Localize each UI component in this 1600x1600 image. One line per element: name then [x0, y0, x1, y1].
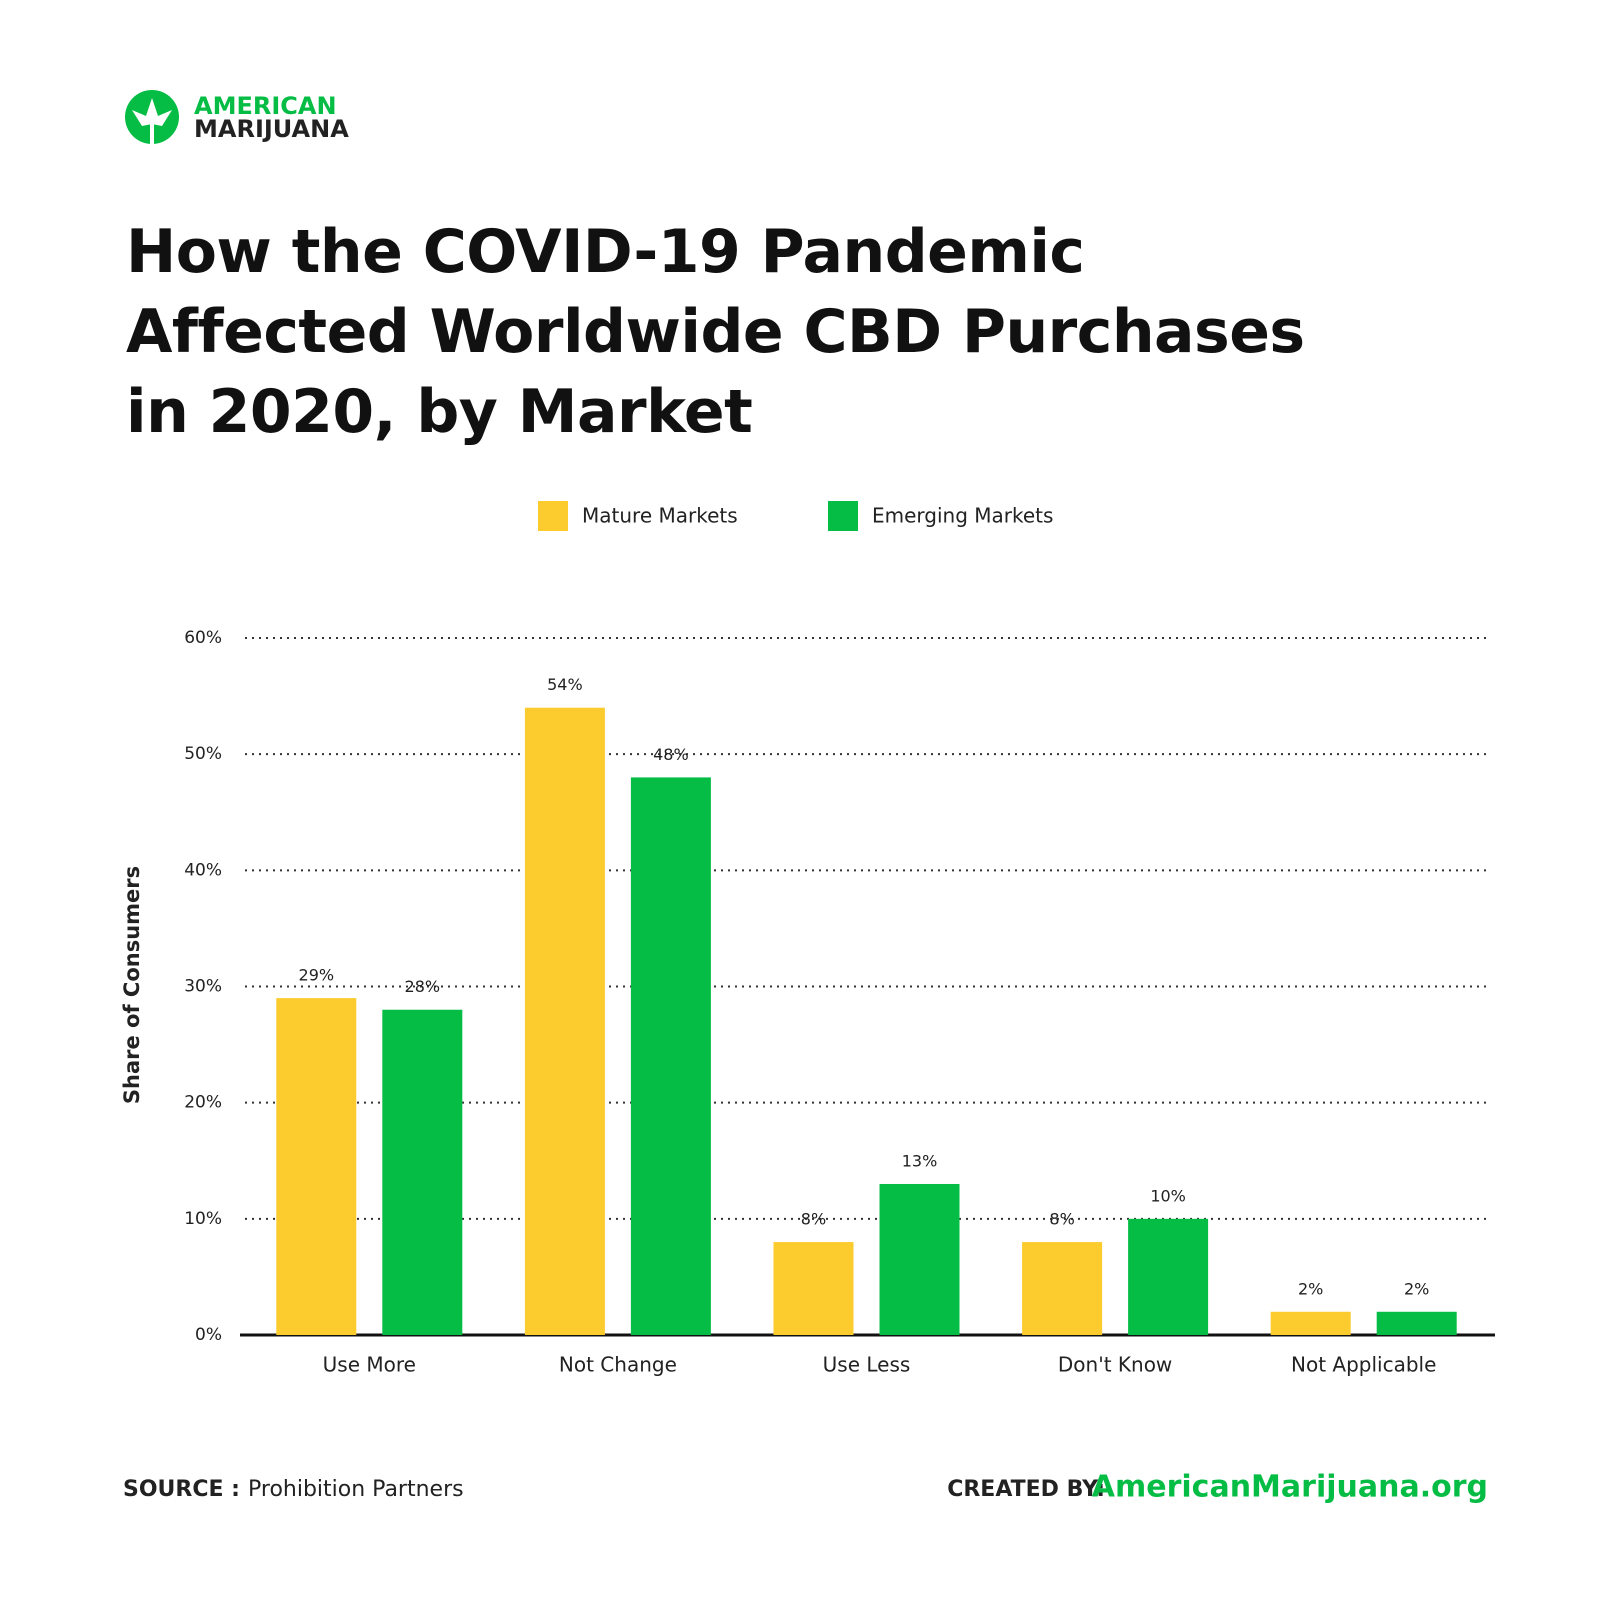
- bar: [382, 1009, 463, 1335]
- legend-swatch: [538, 501, 568, 531]
- value-label: 48%: [653, 745, 689, 764]
- bar: [879, 1183, 960, 1335]
- logo: AMERICAN MARIJUANA: [125, 90, 349, 144]
- value-label: 28%: [405, 977, 441, 996]
- bar: [630, 777, 711, 1335]
- source: Prohibition Partners: [248, 1477, 464, 1502]
- value-label: 29%: [299, 966, 335, 985]
- logo-line1: AMERICAN: [194, 92, 337, 120]
- value-label: 8%: [801, 1210, 826, 1229]
- source-label: SOURCE :: [123, 1477, 240, 1502]
- x-tick-label: Don't Know: [1058, 1353, 1172, 1377]
- plot: 0% 10% 20% 30% 40% 50% 60% Mature Markets Emergi…: [184, 501, 1495, 1377]
- bar: [276, 998, 357, 1335]
- y-tick-label: 0%: [195, 1325, 222, 1345]
- value-label: 13%: [902, 1151, 938, 1170]
- value-label: 2%: [1298, 1279, 1323, 1298]
- bar: [1376, 1311, 1457, 1335]
- y-tick-label: 20%: [184, 1093, 222, 1113]
- value-label: 54%: [547, 675, 583, 694]
- y-tick-label: 50%: [184, 744, 222, 764]
- y-tick-label: 40%: [184, 860, 222, 880]
- value-label: 8%: [1049, 1210, 1074, 1229]
- legend-label: Mature Markets: [582, 504, 738, 528]
- y-tick-label: 10%: [184, 1209, 222, 1229]
- x-tick-label: Not Change: [559, 1353, 677, 1377]
- value-label: 10%: [1150, 1186, 1186, 1205]
- credit-label: CREATED BY:: [947, 1477, 1105, 1502]
- value-label: 2%: [1404, 1279, 1429, 1298]
- x-tick-label: Use More: [323, 1353, 416, 1377]
- legend-label: Emerging Markets: [872, 504, 1053, 528]
- logo-leaf: [132, 98, 172, 126]
- y-tick-label: 60%: [184, 628, 222, 648]
- y-axis-label: Share of Consumers: [120, 866, 144, 1104]
- bar: [1128, 1218, 1209, 1335]
- bar: [524, 707, 605, 1335]
- legend-swatch: [828, 501, 858, 531]
- chart-title: How the COVID-19 Pandemic Affected World…: [126, 217, 1305, 447]
- logo-line2: MARIJUANA: [194, 115, 349, 143]
- credit: AmericanMarijuana.org: [1092, 1470, 1488, 1505]
- x-tick-label: Use Less: [823, 1353, 911, 1377]
- y-tick-label: 30%: [184, 977, 222, 997]
- bar: [773, 1242, 854, 1335]
- x-tick-label: Not Applicable: [1291, 1353, 1436, 1377]
- bar: [1270, 1311, 1351, 1335]
- bar: [1022, 1242, 1103, 1335]
- logo-stem: [150, 124, 154, 144]
